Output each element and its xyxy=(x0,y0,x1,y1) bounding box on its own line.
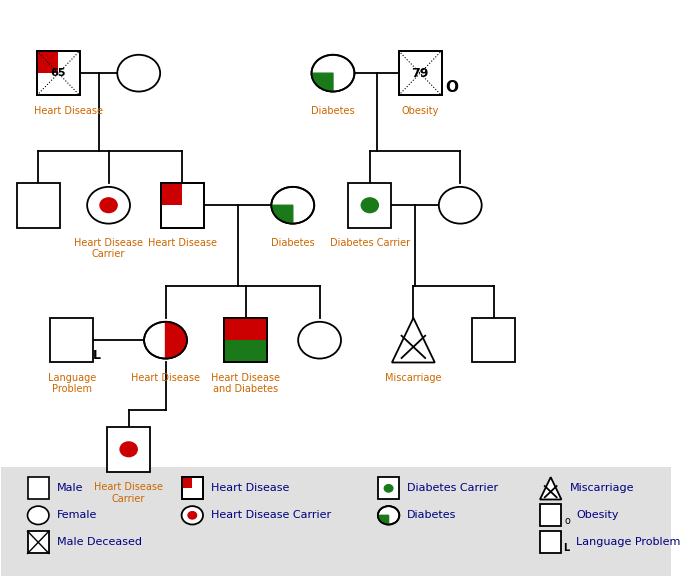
Text: Heart Disease: Heart Disease xyxy=(131,373,200,383)
Bar xyxy=(398,51,442,95)
Text: Obesity: Obesity xyxy=(401,106,439,116)
Text: L: L xyxy=(93,350,102,362)
Bar xyxy=(161,183,182,205)
Bar xyxy=(181,477,203,500)
Bar xyxy=(181,477,193,488)
Circle shape xyxy=(100,198,117,212)
Wedge shape xyxy=(312,73,333,92)
Bar xyxy=(107,427,150,471)
Text: Heart Disease
and Diabetes: Heart Disease and Diabetes xyxy=(211,373,281,395)
Circle shape xyxy=(312,55,354,92)
Circle shape xyxy=(298,322,341,358)
Polygon shape xyxy=(392,318,435,362)
Circle shape xyxy=(361,198,379,212)
Circle shape xyxy=(27,506,49,524)
Bar xyxy=(37,51,80,95)
Text: Heart Disease: Heart Disease xyxy=(148,238,217,248)
Text: Female: Female xyxy=(57,510,97,520)
Circle shape xyxy=(181,506,203,524)
Text: Heart Disease
Carrier: Heart Disease Carrier xyxy=(94,482,163,504)
Text: Heart Disease: Heart Disease xyxy=(211,484,289,493)
Bar xyxy=(225,340,267,362)
Bar xyxy=(349,183,391,227)
Bar xyxy=(50,318,93,362)
Wedge shape xyxy=(378,515,388,524)
Text: Diabetes: Diabetes xyxy=(312,106,355,116)
Bar xyxy=(1,467,671,576)
Text: Obesity: Obesity xyxy=(576,510,619,520)
Text: Heart Disease Carrier: Heart Disease Carrier xyxy=(211,510,331,520)
Circle shape xyxy=(439,187,482,224)
Circle shape xyxy=(87,187,130,224)
Text: Diabetes Carrier: Diabetes Carrier xyxy=(330,238,410,248)
Text: Language
Problem: Language Problem xyxy=(48,373,96,395)
Circle shape xyxy=(188,512,197,519)
Bar xyxy=(161,183,204,227)
Circle shape xyxy=(378,506,399,524)
Text: Diabetes: Diabetes xyxy=(407,510,456,520)
Wedge shape xyxy=(165,322,187,358)
Bar xyxy=(378,477,399,500)
Circle shape xyxy=(384,485,393,492)
Circle shape xyxy=(144,322,187,358)
Text: Miscarriage: Miscarriage xyxy=(385,373,442,383)
Circle shape xyxy=(120,442,137,456)
Text: 79: 79 xyxy=(412,67,429,80)
Text: Diabetes Carrier: Diabetes Carrier xyxy=(407,484,498,493)
Bar xyxy=(540,531,561,553)
Bar xyxy=(398,51,442,95)
Text: Heart Disease
Carrier: Heart Disease Carrier xyxy=(74,238,143,260)
Text: Language Problem: Language Problem xyxy=(576,537,680,548)
Wedge shape xyxy=(272,205,293,224)
Text: Diabetes: Diabetes xyxy=(271,238,314,248)
Bar xyxy=(17,183,60,227)
Bar xyxy=(540,504,561,526)
Bar xyxy=(473,318,515,362)
Bar xyxy=(181,477,203,500)
Text: Heart Disease: Heart Disease xyxy=(34,106,102,116)
Circle shape xyxy=(118,55,160,92)
Bar xyxy=(27,477,49,500)
Bar xyxy=(161,183,204,227)
Bar xyxy=(27,531,49,553)
Text: Male Deceased: Male Deceased xyxy=(57,537,142,548)
Text: Miscarriage: Miscarriage xyxy=(569,484,634,493)
Text: 65: 65 xyxy=(50,68,66,78)
Text: O: O xyxy=(445,80,458,95)
Bar xyxy=(37,51,80,95)
Text: L: L xyxy=(564,544,570,553)
Bar xyxy=(225,318,267,340)
Bar xyxy=(225,318,267,362)
Circle shape xyxy=(272,187,314,224)
Polygon shape xyxy=(540,477,561,500)
Bar xyxy=(225,318,267,362)
Bar xyxy=(37,51,58,73)
Text: Male: Male xyxy=(57,484,83,493)
Text: o: o xyxy=(564,516,570,526)
